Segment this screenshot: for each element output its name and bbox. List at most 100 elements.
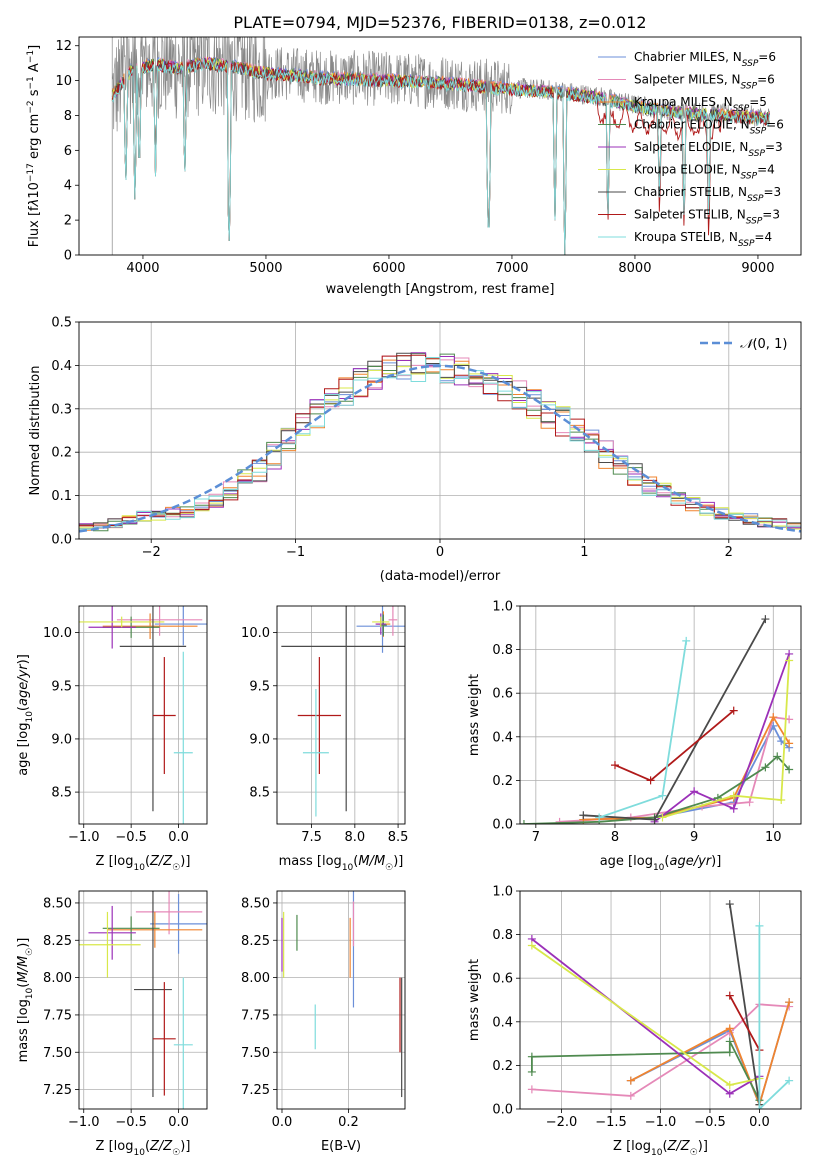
y-tick-label: 0.5	[51, 316, 72, 331]
errorbar-point	[154, 606, 207, 646]
legend-label: Kroupa STELIB, NSSP=4	[634, 230, 772, 249]
mass-weight-marker	[725, 1089, 734, 1098]
y-axis-label: age [log10(age/yr)]	[16, 654, 35, 776]
mass-weight-marker	[785, 765, 794, 774]
x-tick-label: 5000	[249, 261, 282, 276]
x-tick-label: 8	[611, 830, 619, 845]
mass-weight-marker	[650, 815, 659, 824]
x-tick-label: 8000	[618, 261, 651, 276]
y-tick-label: 7.25	[241, 1083, 270, 1098]
mass-weight-line	[598, 640, 688, 819]
errorbar-point	[152, 982, 176, 1096]
y-tick-label: 0.0	[492, 818, 513, 833]
x-tick-label: 0	[436, 545, 444, 560]
errorbar-point	[135, 891, 203, 935]
y-tick-label: 0.0	[51, 533, 72, 548]
mass-weight-marker	[555, 817, 564, 824]
mass-weight-marker	[527, 941, 536, 950]
y-tick-label: 8.25	[241, 934, 270, 949]
x-tick-label: 9	[690, 830, 698, 845]
figure-title: PLATE=0794, MJD=52376, FIBERID=0138, z=0…	[233, 13, 646, 32]
y-tick-label: 0.6	[492, 687, 513, 702]
age-vs-metallicity-panel: −1.0 −0.5 0.0 8.5 9.0 9.5 10.0 Z [log10(Z/Z☉)] a…	[16, 605, 208, 873]
mass-weight-marker	[755, 1105, 764, 1109]
mass-weight-marker	[646, 776, 655, 785]
residual-histogram	[79, 357, 801, 530]
mass-weight-series	[755, 921, 794, 1109]
mass-weight-line	[758, 925, 790, 1109]
x-tick-label: 0.0	[272, 1115, 293, 1130]
y-tick-label: 8.50	[43, 896, 72, 911]
x-tick-label: 0.2	[338, 1115, 359, 1130]
errorbar-point	[297, 657, 341, 775]
mass-weight-series	[579, 615, 770, 824]
y-tick-label: 9.5	[249, 679, 270, 694]
axes-frame	[519, 605, 802, 825]
mass-weight-marker	[626, 1076, 635, 1085]
mass-weight-line	[662, 660, 790, 819]
axes-frame	[78, 36, 802, 256]
age-vs-mass-panel: 7.5 8.0 8.5 8.5 9.0 9.5 10.0 mass [log10(M/M☉)]	[241, 605, 408, 873]
y-tick-label: 0.6	[492, 972, 513, 987]
x-axis-label: E(B-V)	[321, 1139, 361, 1154]
x-tick-label: −1.5	[595, 1115, 627, 1130]
mass-vs-ebv-panel: 0.0 0.2 7.25 7.50 7.75 8.00 8.25 8.50 E(B-V)	[241, 890, 406, 1154]
y-tick-label: 8.00	[43, 971, 72, 986]
spectrum-model-line	[111, 57, 770, 255]
mass-weight-marker	[725, 1037, 734, 1046]
legend-label: Salpeter STELIB, NSSP=3	[634, 208, 780, 227]
y-tick-label: 0.0	[492, 1103, 513, 1118]
x-tick-label: 6000	[372, 261, 405, 276]
y-axis-label: mass weight	[467, 674, 482, 756]
y-tick-label: 0.8	[492, 643, 513, 658]
mass-weight-series	[658, 656, 794, 822]
legend-label: Chabrier ELODIE, NSSP=6	[634, 118, 784, 137]
mass-weight-vs-metallicity-panel: −2.0 −1.5 −1.0 −0.5 0.0 0.0 0.2 0.4 0.6 0.8 1.0 Z […	[467, 885, 802, 1158]
mass-weight-series	[650, 649, 794, 824]
mass-weight-marker	[785, 656, 794, 665]
mass-weight-marker	[729, 791, 738, 800]
x-tick-label: 7000	[495, 261, 528, 276]
errorbar-point	[88, 905, 136, 960]
y-axis-label: mass weight	[467, 959, 482, 1041]
x-axis-label: mass [log10(M/M☉)]	[279, 854, 404, 873]
mass-weight-line	[654, 653, 790, 823]
errorbar-point	[302, 688, 329, 817]
x-tick-label: −2	[142, 545, 161, 560]
x-tick-label: 0.0	[168, 830, 189, 845]
x-tick-label: 0.0	[168, 1115, 189, 1130]
errorbar-point	[119, 606, 187, 812]
axes-frame	[78, 890, 208, 1110]
x-axis-label: wavelength [Angstrom, rest frame]	[326, 282, 555, 297]
errorbar-point	[281, 606, 405, 812]
x-tick-label: 0.0	[749, 1115, 770, 1130]
y-tick-label: 0.3	[51, 402, 72, 417]
y-tick-label: 1.0	[492, 885, 513, 900]
mass-weight-series	[610, 706, 738, 785]
y-tick-label: 0.4	[492, 730, 513, 745]
y-tick-label: 0.2	[51, 446, 72, 461]
y-tick-label: 1.0	[492, 600, 513, 615]
y-tick-label: 8.5	[249, 786, 270, 801]
x-axis-label: age [log10(age/yr)]	[600, 854, 722, 873]
x-tick-label: 7	[532, 830, 540, 845]
mass-weight-marker	[690, 787, 699, 796]
y-axis-label: mass [log10(M/M☉)]	[16, 938, 35, 1063]
mass-weight-marker	[527, 1067, 536, 1076]
mass-weight-marker	[785, 739, 794, 748]
mass-weight-marker	[527, 1052, 536, 1061]
axes-frame	[276, 890, 406, 1110]
y-tick-label: 0.4	[492, 1015, 513, 1030]
y-tick-label: 7.75	[43, 1008, 72, 1023]
y-axis-label: Normed distribution	[28, 366, 43, 496]
mass-weight-marker	[725, 991, 734, 1000]
y-tick-label: 0	[64, 249, 72, 264]
y-tick-label: 6	[64, 144, 72, 159]
y-tick-label: 9.5	[51, 679, 72, 694]
mass-weight-marker	[682, 636, 691, 645]
mass-weight-line	[531, 938, 760, 1095]
axes-frame	[78, 605, 208, 825]
x-tick-label: 2	[725, 545, 733, 560]
axes-frame	[519, 890, 802, 1110]
